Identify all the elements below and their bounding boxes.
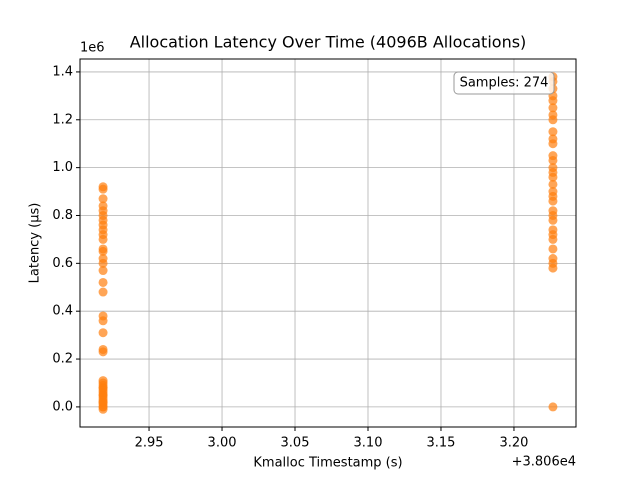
scatter-point (548, 187, 558, 197)
scatter-point (98, 254, 108, 264)
scatter-point (98, 383, 108, 393)
y-tick-label: 1.0 (52, 160, 73, 175)
annotation-box (453, 71, 555, 95)
x-axis-label: Kmalloc Timestamp (s) (253, 456, 402, 471)
scatter-point (98, 328, 108, 338)
scatter-point (548, 134, 558, 144)
y-tick-label: 0.6 (52, 256, 73, 271)
y-offset-label: 1e6 (80, 41, 105, 56)
scatter-point (98, 311, 108, 321)
scatter-point (98, 397, 108, 407)
y-tick-label: 0.4 (52, 304, 73, 319)
scatter-point (548, 254, 558, 264)
scatter-point (548, 225, 558, 235)
chart-title: Allocation Latency Over Time (4096B Allo… (130, 33, 527, 52)
scatter-point (548, 151, 558, 161)
scatter-point (98, 201, 108, 211)
scatter-point (548, 163, 558, 173)
axes-frame (79, 58, 577, 428)
y-tick-label: 1.2 (52, 112, 73, 127)
x-tick-label: 3.20 (499, 436, 528, 451)
scatter-point (548, 110, 558, 120)
x-tick-label: 3.00 (208, 436, 237, 451)
scatter-point (548, 127, 558, 137)
scatter-point (98, 266, 108, 276)
y-tick-label: 1.4 (52, 64, 73, 79)
scatter-point (98, 376, 108, 386)
scatter-point (548, 402, 558, 412)
annotation: Samples: 274 (460, 76, 549, 91)
y-tick-label: 0.8 (52, 208, 73, 223)
y-tick-label: 0.0 (52, 399, 73, 414)
scatter-point (548, 103, 558, 113)
scatter-point (98, 182, 108, 192)
x-tick-label: 3.10 (354, 436, 383, 451)
scatter-point (98, 277, 108, 287)
y-tick-label: 0.2 (52, 352, 73, 367)
scatter-point (98, 194, 108, 204)
x-tick-label: 3.05 (281, 436, 310, 451)
scatter-point (548, 206, 558, 216)
scatter-point (548, 244, 558, 254)
scatter-point (98, 244, 108, 254)
scatter-point (98, 344, 108, 354)
x-tick-label: 2.95 (135, 436, 164, 451)
y-axis-label: Latency (µs) (28, 203, 43, 284)
scatter-point (548, 179, 558, 189)
x-tick-label: 3.15 (427, 436, 456, 451)
x-offset-label: +3.806e4 (512, 455, 576, 470)
scatter-point (98, 390, 108, 400)
scatter-point (98, 287, 108, 297)
